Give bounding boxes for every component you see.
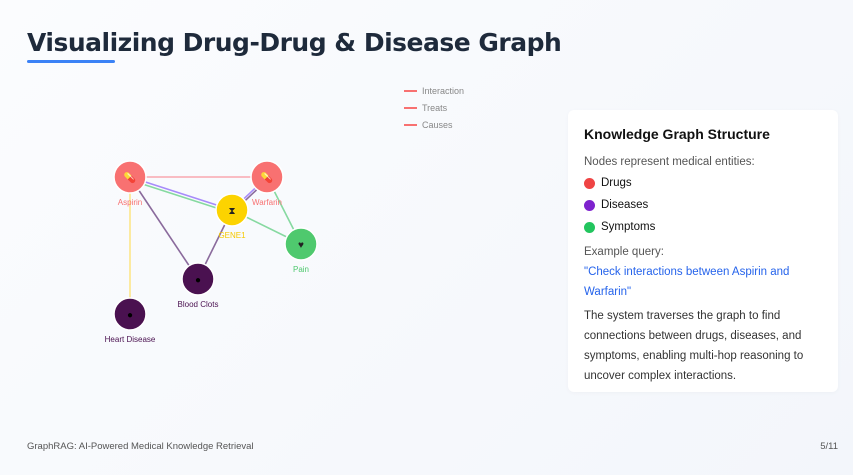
legend-label: Interaction [422,85,465,96]
graph-legend: Interaction Treats Causes [404,82,464,133]
node-heart-disease[interactable] [113,297,147,331]
page-title: Visualizing Drug-Drug & Disease Graph [27,28,562,57]
legend-item-treats: Treats [404,99,464,116]
page-number: 5/11 [820,441,838,452]
card-description: The system traverses the graph to find c… [584,310,804,382]
example-query: "Check interactions between Aspirin and … [584,266,790,298]
edge-aspirin-gene1 [129,176,233,211]
info-card: Knowledge Graph Structure Nodes represen… [568,110,838,392]
example-label: Example query: [584,246,664,258]
legend-label: Causes [422,119,453,130]
entity-symptoms: Symptoms [584,216,822,238]
entity-label: Symptoms [601,221,656,233]
pills-icon: 💊 [261,171,274,184]
node-label-aspirin: Aspirin [118,198,142,207]
title-underline [27,60,115,63]
droplet-icon: ● [127,310,133,321]
purple-dot-icon [584,199,595,211]
footer-title: GraphRAG: AI-Powered Medical Knowledge R… [27,441,254,452]
green-dot-icon [584,221,595,233]
red-dot-icon [584,177,595,189]
knowledge-graph[interactable]: 💊 Aspirin 💊 Warfarin ⧗ GENE1 ♥ Pain ● Blood Clots… [0,0,560,360]
dna-icon: ⧗ [228,206,235,217]
entity-diseases: Diseases [584,194,822,216]
legend-label: Treats [422,102,448,113]
node-label-warfarin: Warfarin [252,198,282,207]
edge-aspirin-blood-clots [129,176,199,280]
card-heading: Knowledge Graph Structure [584,126,770,142]
droplet-icon: ● [195,275,201,286]
node-label-gene1: GENE1 [218,231,246,240]
node-blood-clots[interactable] [181,262,215,296]
card-intro: Nodes represent medical entities: [584,156,755,168]
node-aspirin[interactable] [113,160,147,194]
entity-drugs: Drugs [584,172,822,194]
entity-label: Diseases [601,199,649,211]
edge-aspirin-gene1 [129,179,233,214]
heart-pulse-icon: ♥ [298,240,304,251]
entity-label: Drugs [601,177,632,189]
node-label-heart-disease: Heart Disease [105,335,156,344]
legend-item-interaction: Interaction [404,82,464,99]
pills-icon: 💊 [124,171,137,184]
node-warfarin[interactable] [250,160,284,194]
node-pain[interactable] [284,227,318,261]
node-label-blood-clots: Blood Clots [178,300,219,309]
legend-item-causes: Causes [404,116,464,133]
node-label-pain: Pain [293,265,309,274]
node-gene1[interactable] [215,193,249,227]
